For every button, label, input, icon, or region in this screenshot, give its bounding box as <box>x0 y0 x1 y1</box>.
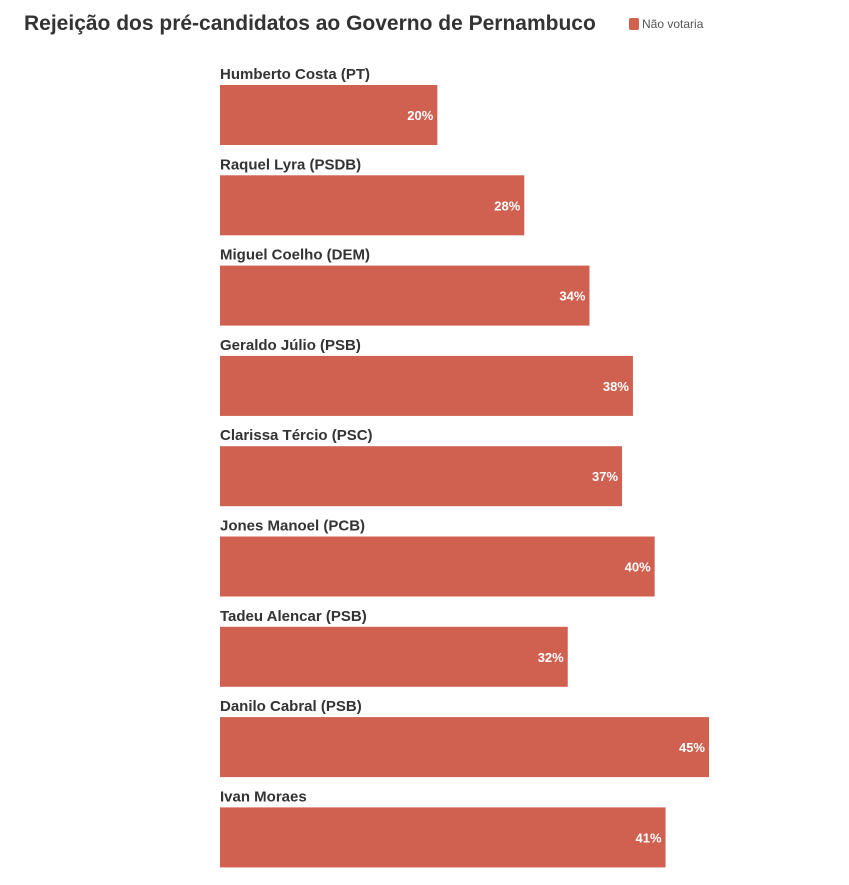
chart-legend: Não votaria <box>629 17 703 31</box>
category-label: Humberto Costa (PT) <box>220 66 370 83</box>
category-label: Raquel Lyra (PSDB) <box>220 156 361 173</box>
bar <box>220 807 666 868</box>
value-label: 37% <box>592 469 618 484</box>
bar <box>220 85 438 145</box>
bar <box>220 355 633 416</box>
value-label: 45% <box>679 740 705 755</box>
bar <box>220 175 525 236</box>
value-label: 38% <box>603 379 629 394</box>
bar <box>220 446 623 507</box>
legend-swatch <box>629 18 639 30</box>
bar <box>220 536 655 597</box>
category-label: Miguel Coelho (DEM) <box>220 247 370 264</box>
value-label: 32% <box>538 650 564 665</box>
category-label: Geraldo Júlio (PSB) <box>220 337 361 354</box>
category-label: Tadeu Alencar (PSB) <box>220 608 367 625</box>
value-label: 20% <box>407 108 433 123</box>
value-label: 40% <box>625 560 651 575</box>
category-label: Clarissa Tércio (PSC) <box>220 427 373 444</box>
category-label: Ivan Moraes <box>220 788 307 805</box>
bar <box>220 717 709 778</box>
value-label: 34% <box>559 289 585 304</box>
category-label: Jones Manoel (PCB) <box>220 518 365 535</box>
chart-title: Rejeição dos pré-candidatos ao Governo d… <box>24 12 596 35</box>
value-label: 28% <box>494 198 520 213</box>
bar <box>220 626 568 687</box>
category-label: Danilo Cabral (PSB) <box>220 698 362 715</box>
bar <box>220 265 590 326</box>
legend-label: Não votaria <box>642 17 704 31</box>
value-label: 41% <box>636 830 662 845</box>
